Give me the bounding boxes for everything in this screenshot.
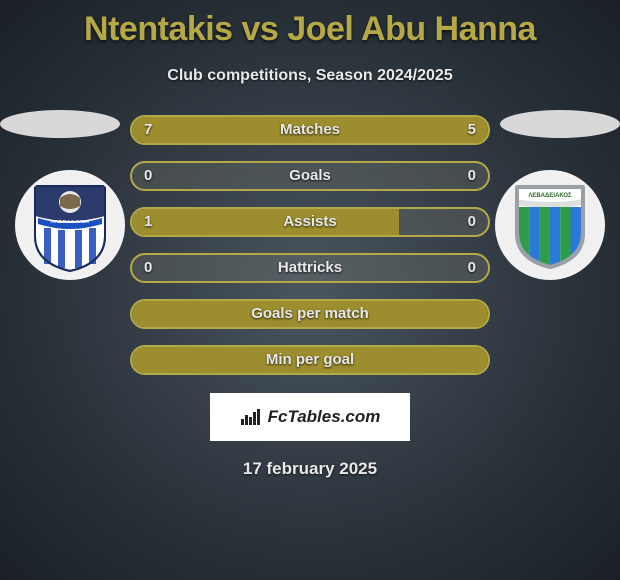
player-photo-placeholder-left <box>0 110 120 138</box>
branding-text: FcTables.com <box>268 407 381 427</box>
footer-date: 17 february 2025 <box>0 459 620 479</box>
svg-text:ΛΕΒΑΔΕΙΑΚΟΣ: ΛΕΒΑΔΕΙΑΚΟΣ <box>528 193 572 199</box>
fctables-logo-icon <box>240 406 262 428</box>
stat-label: Matches <box>132 117 488 143</box>
club-crest-right: ΛΕΒΑΔΕΙΑΚΟΣ <box>495 170 605 280</box>
stat-row: 75Matches <box>130 115 490 145</box>
levadiakos-crest-icon: ΛΕΒΑΔΕΙΑΚΟΣ <box>511 181 589 269</box>
club-crest-left: Π.Α.Ε Π.Α.Σ. ΛΑΜΙΑ <box>15 170 125 280</box>
stat-bars: 75Matches 00Goals 10Assists 00Hattricks Goal… <box>130 115 490 375</box>
stat-label: Min per goal <box>132 347 488 373</box>
page-title: Ntentakis vs Joel Abu Hanna <box>0 0 620 49</box>
lamia-crest-icon: Π.Α.Ε Π.Α.Σ. ΛΑΜΙΑ <box>30 178 110 273</box>
page-subtitle: Club competitions, Season 2024/2025 <box>0 67 620 85</box>
stat-row: 00Goals <box>130 161 490 191</box>
branding-box: FcTables.com <box>210 393 410 441</box>
stat-row: 00Hattricks <box>130 253 490 283</box>
player-photo-placeholder-right <box>500 110 620 138</box>
stat-label: Goals per match <box>132 301 488 327</box>
stat-label: Assists <box>132 209 488 235</box>
stat-row: 10Assists <box>130 207 490 237</box>
stat-row: Min per goal <box>130 345 490 375</box>
stat-label: Goals <box>132 163 488 189</box>
stat-label: Hattricks <box>132 255 488 281</box>
comparison-panel: Π.Α.Ε Π.Α.Σ. ΛΑΜΙΑ ΛΕΒΑΔΕΙΑΚΟΣ <box>0 115 620 479</box>
svg-text:Π.Α.Ε Π.Α.Σ. ΛΑΜΙΑ: Π.Α.Ε Π.Α.Σ. ΛΑΜΙΑ <box>51 219 90 224</box>
stat-row: Goals per match <box>130 299 490 329</box>
